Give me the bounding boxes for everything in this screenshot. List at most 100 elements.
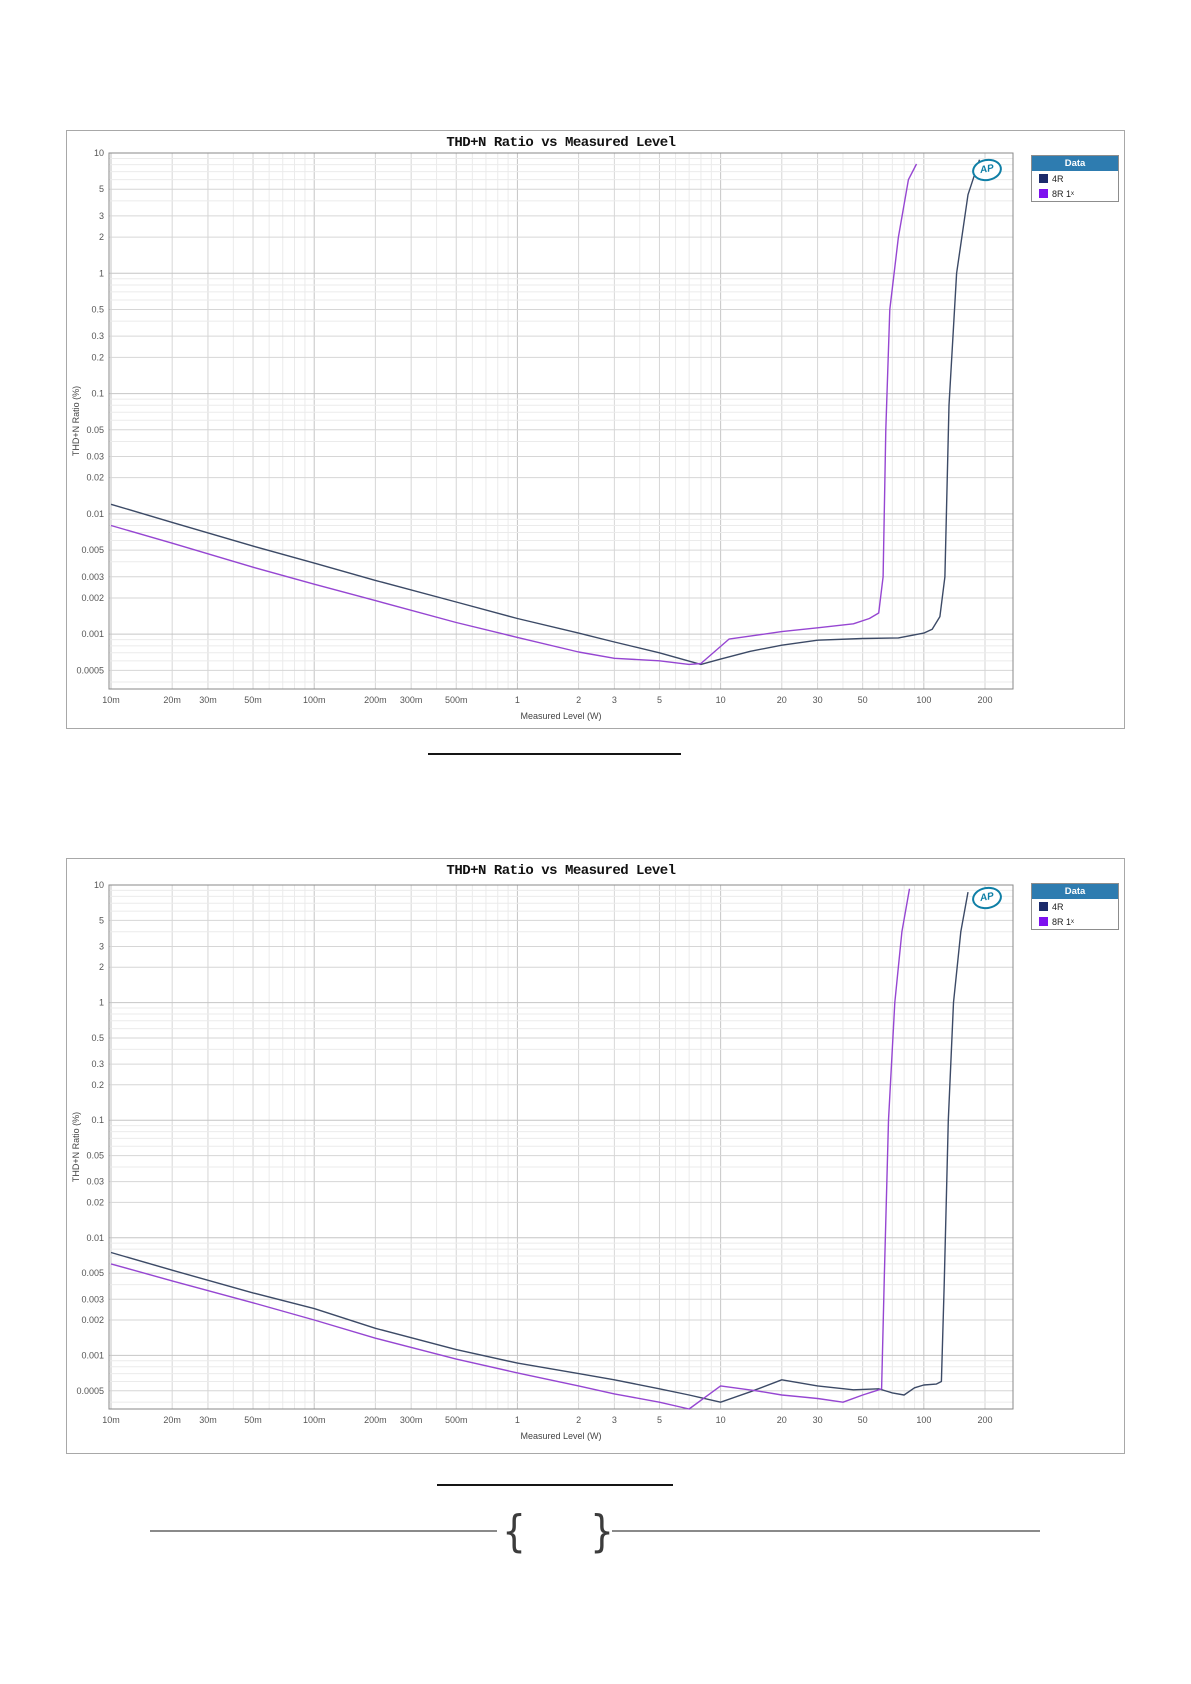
series-swatch-icon xyxy=(1039,174,1048,183)
svg-text:500m: 500m xyxy=(445,695,468,705)
svg-text:0.01: 0.01 xyxy=(86,509,104,519)
svg-text:200m: 200m xyxy=(364,1415,387,1425)
svg-text:THD+N Ratio (%): THD+N Ratio (%) xyxy=(71,1112,81,1182)
svg-text:20: 20 xyxy=(777,695,787,705)
svg-text:0.003: 0.003 xyxy=(81,572,104,582)
svg-text:2: 2 xyxy=(576,1415,581,1425)
svg-text:200m: 200m xyxy=(364,695,387,705)
svg-text:100m: 100m xyxy=(303,695,326,705)
legend-header: Data xyxy=(1032,156,1118,171)
svg-text:0.01: 0.01 xyxy=(86,1233,104,1243)
svg-text:5: 5 xyxy=(99,915,104,925)
svg-text:0.02: 0.02 xyxy=(86,1197,104,1207)
caption-divider xyxy=(428,753,681,755)
footer-brace-right: } xyxy=(590,1506,614,1557)
svg-text:0.005: 0.005 xyxy=(81,1268,104,1278)
svg-text:0.02: 0.02 xyxy=(86,473,104,483)
svg-text:10: 10 xyxy=(94,148,104,158)
svg-text:THD+N Ratio (%): THD+N Ratio (%) xyxy=(71,386,81,456)
svg-text:1: 1 xyxy=(515,1415,520,1425)
svg-text:1: 1 xyxy=(99,268,104,278)
svg-text:100: 100 xyxy=(916,1415,931,1425)
svg-text:1: 1 xyxy=(99,998,104,1008)
svg-text:0.005: 0.005 xyxy=(81,545,104,555)
series-swatch-icon xyxy=(1039,902,1048,911)
svg-text:10m: 10m xyxy=(102,1415,120,1425)
svg-text:50m: 50m xyxy=(244,1415,262,1425)
svg-text:2: 2 xyxy=(99,962,104,972)
legend-item-label: 4R xyxy=(1052,901,1064,912)
svg-text:300m: 300m xyxy=(400,1415,423,1425)
svg-text:0.1: 0.1 xyxy=(91,389,104,399)
svg-text:20: 20 xyxy=(777,1415,787,1425)
svg-text:0.5: 0.5 xyxy=(91,1033,104,1043)
legend-item-label: 8R 1ˣ xyxy=(1052,916,1074,927)
svg-text:3: 3 xyxy=(612,1415,617,1425)
legend-item-label: 8R 1ˣ xyxy=(1052,188,1074,199)
svg-text:10: 10 xyxy=(94,880,104,890)
caption-divider xyxy=(437,1484,673,1486)
svg-text:0.001: 0.001 xyxy=(81,1350,104,1360)
svg-text:0.03: 0.03 xyxy=(86,1177,104,1187)
svg-text:5: 5 xyxy=(657,1415,662,1425)
svg-text:100: 100 xyxy=(916,695,931,705)
svg-text:0.1: 0.1 xyxy=(91,1115,104,1125)
svg-text:3: 3 xyxy=(99,211,104,221)
legend-item: 8R 1ˣ xyxy=(1032,186,1118,201)
legend: Data 4R 8R 1ˣ xyxy=(1031,155,1119,202)
svg-text:50: 50 xyxy=(858,695,868,705)
svg-text:200: 200 xyxy=(977,695,992,705)
legend-header: Data xyxy=(1032,884,1118,899)
svg-text:20m: 20m xyxy=(163,695,181,705)
svg-text:0.3: 0.3 xyxy=(91,1059,104,1069)
plot-area: 10m 20m 30m 50m 100m 200m 300m 500m 1 2 3 5 10 20 30 50… xyxy=(71,880,1014,1441)
series-swatch-icon xyxy=(1039,189,1048,198)
svg-text:5: 5 xyxy=(99,184,104,194)
footer-rule-left xyxy=(150,1530,497,1532)
legend-item-label: 4R xyxy=(1052,173,1064,184)
svg-text:3: 3 xyxy=(612,695,617,705)
svg-text:10m: 10m xyxy=(102,695,120,705)
svg-text:2: 2 xyxy=(99,232,104,242)
svg-text:3: 3 xyxy=(99,941,104,951)
legend: Data 4R 8R 1ˣ xyxy=(1031,883,1119,930)
svg-text:1: 1 xyxy=(515,695,520,705)
svg-text:30m: 30m xyxy=(199,1415,217,1425)
svg-text:500m: 500m xyxy=(445,1415,468,1425)
svg-text:0.05: 0.05 xyxy=(86,425,104,435)
svg-text:Measured Level (W): Measured Level (W) xyxy=(520,711,601,721)
svg-text:0.2: 0.2 xyxy=(91,1080,104,1090)
svg-text:0.0005: 0.0005 xyxy=(76,665,104,675)
svg-text:10: 10 xyxy=(716,1415,726,1425)
svg-text:Measured Level (W): Measured Level (W) xyxy=(520,1431,601,1441)
svg-text:0.03: 0.03 xyxy=(86,451,104,461)
svg-text:30: 30 xyxy=(813,1415,823,1425)
svg-text:20m: 20m xyxy=(163,1415,181,1425)
chart-title: THD+N Ratio vs Measured Level xyxy=(446,135,676,151)
svg-text:100m: 100m xyxy=(303,1415,326,1425)
footer-rule-right xyxy=(612,1530,1040,1532)
thdn-chart-figure-2: THD+N Ratio vs Measured Level 10m 20m 30m 5… xyxy=(66,858,1125,1454)
chart-title: THD+N Ratio vs Measured Level xyxy=(446,863,676,879)
svg-text:0.5: 0.5 xyxy=(91,304,104,314)
svg-text:0.3: 0.3 xyxy=(91,331,104,341)
svg-text:5: 5 xyxy=(657,695,662,705)
plot-area: 10m 20m 30m 50m 100m 200m 300m 500m 1 2 3 5 10 20 30 50… xyxy=(71,148,1014,721)
svg-text:0.0005: 0.0005 xyxy=(76,1386,104,1396)
svg-text:2: 2 xyxy=(576,695,581,705)
svg-text:0.002: 0.002 xyxy=(81,1315,104,1325)
svg-text:50: 50 xyxy=(858,1415,868,1425)
svg-text:300m: 300m xyxy=(400,695,423,705)
thdn-chart-figure-1: THD+N Ratio vs Measured Level 10m 20m 30m 5… xyxy=(66,130,1125,729)
svg-text:0.001: 0.001 xyxy=(81,629,104,639)
svg-text:30m: 30m xyxy=(199,695,217,705)
svg-text:0.2: 0.2 xyxy=(91,352,104,362)
svg-text:200: 200 xyxy=(977,1415,992,1425)
svg-text:0.002: 0.002 xyxy=(81,593,104,603)
legend-item: 4R xyxy=(1032,171,1118,186)
series-swatch-icon xyxy=(1039,917,1048,926)
svg-text:0.05: 0.05 xyxy=(86,1151,104,1161)
legend-item: 4R xyxy=(1032,899,1118,914)
svg-text:10: 10 xyxy=(716,695,726,705)
